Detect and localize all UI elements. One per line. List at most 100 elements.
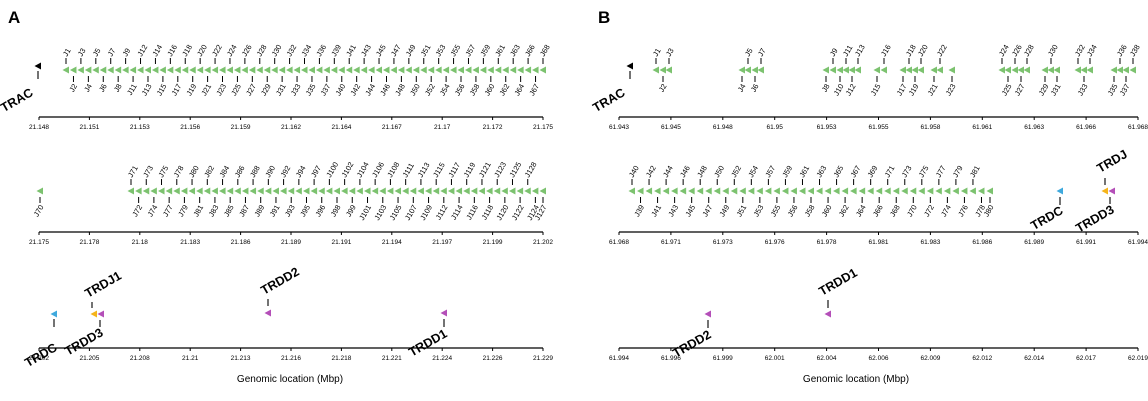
gene-arrow xyxy=(315,66,323,74)
gene-arrow xyxy=(652,66,659,74)
gene-label: J85 xyxy=(222,203,236,218)
gene-arrow xyxy=(382,66,390,74)
gene-label: J26 xyxy=(240,43,254,58)
gene-arrow xyxy=(196,187,203,195)
gene-arrow xyxy=(911,66,918,74)
gene-label: J3 xyxy=(76,47,88,58)
gene-label: J1 xyxy=(651,47,663,58)
segment-arrow xyxy=(704,310,711,318)
gene-arrow xyxy=(539,66,546,74)
gene-label: J75 xyxy=(156,164,170,179)
gene-arrow xyxy=(960,187,968,195)
tick-label: 21.202 xyxy=(29,355,49,362)
gene-label: J8 xyxy=(112,82,124,93)
gene-arrow xyxy=(645,187,653,195)
gene-arrow xyxy=(360,66,368,74)
gene-arrow xyxy=(293,66,301,74)
gene-label: J88 xyxy=(248,164,262,179)
gene-label: J61 xyxy=(797,164,811,179)
gene-arrow xyxy=(310,187,318,195)
tick-label: 21.172 xyxy=(483,124,503,131)
gene-label: J114 xyxy=(449,203,465,221)
gene-label: J9 xyxy=(121,47,133,58)
gene-label: J58 xyxy=(803,203,817,218)
gene-label: J99 xyxy=(344,203,358,218)
gene-label: J18 xyxy=(180,43,194,58)
gene-label: J33 xyxy=(1076,82,1090,97)
gene-arrow xyxy=(158,187,165,195)
gene-arrow xyxy=(875,187,883,195)
gene-label: J27 xyxy=(244,82,258,97)
gene-label: J64 xyxy=(854,203,868,218)
gene-arrow xyxy=(263,66,271,74)
panel-b: B 61.943 61.945 61.948 61.95 61.953 61.955 61.… xyxy=(590,0,1148,396)
gene-arrow xyxy=(412,66,420,74)
gene-label: J46 xyxy=(378,82,392,97)
gene-label: J123 xyxy=(492,160,508,179)
gene-label: J72 xyxy=(922,203,936,218)
gene-arrow xyxy=(280,187,287,195)
gene-arrow xyxy=(713,187,721,195)
tick-label: 61.973 xyxy=(713,239,733,246)
tick-label: 21.167 xyxy=(382,124,402,131)
gene-label: J39 xyxy=(329,43,343,58)
tick-label: 21.156 xyxy=(180,124,200,131)
tick-label: 21.226 xyxy=(483,355,503,362)
gene-arrow xyxy=(151,66,159,74)
gene-arrow xyxy=(662,187,670,195)
gene-label: J35 xyxy=(1106,82,1120,97)
gene-arrow xyxy=(345,66,353,74)
gene-label: J13 xyxy=(853,43,867,58)
gene-arrow xyxy=(409,187,417,195)
gene-label: J43 xyxy=(666,203,680,218)
gene-arrow xyxy=(425,187,432,195)
gene-label: J38 xyxy=(1128,43,1142,58)
gene-label: J53 xyxy=(752,203,766,218)
gene-arrow xyxy=(816,187,823,195)
gene-label: J47 xyxy=(700,203,714,218)
gene-label: J15 xyxy=(869,82,883,97)
panel-letter: B xyxy=(598,8,611,27)
segment-arrow xyxy=(824,310,831,318)
gene-arrow xyxy=(998,66,1005,74)
gene-arrow xyxy=(751,66,758,74)
gene-label: J20 xyxy=(916,43,930,58)
gene-label: J93 xyxy=(283,203,297,218)
gene-label: J57 xyxy=(463,43,477,58)
gene-label: J105 xyxy=(388,203,404,222)
gene-arrow xyxy=(930,66,937,74)
gene-arrow xyxy=(918,187,925,195)
gene-label: J28 xyxy=(255,43,269,58)
gene-label: J37 xyxy=(319,82,333,97)
panel-letter: A xyxy=(8,8,21,27)
gene-label: J101 xyxy=(357,203,373,222)
gene-arrow xyxy=(323,66,330,74)
gene-map-b: 61.943 61.945 61.948 61.95 61.953 61.955 61.95… xyxy=(590,43,1148,385)
gene-label: J52 xyxy=(729,164,743,179)
gene-arrow xyxy=(196,66,204,74)
gene-arrow xyxy=(463,187,470,195)
tick-label: 62.019 xyxy=(1128,355,1148,362)
gene-label: J51 xyxy=(419,43,433,58)
gene-label: J16 xyxy=(879,43,893,58)
gene-label: J24 xyxy=(225,43,239,58)
gene-label: J79 xyxy=(176,203,190,218)
gene-label: J31 xyxy=(1049,82,1063,97)
gene-arrow xyxy=(77,66,84,74)
gene-label: J122 xyxy=(510,203,526,222)
gene-label: J95 xyxy=(298,203,312,218)
gene-label: J24 xyxy=(997,43,1011,58)
gene-arrow xyxy=(189,66,196,74)
gene-arrow xyxy=(637,187,644,195)
gene-label: J23 xyxy=(944,82,958,97)
gene-arrow xyxy=(501,187,508,195)
gene-arrow xyxy=(1086,66,1093,74)
tick-label: 21.202 xyxy=(533,239,553,246)
gene-label: J106 xyxy=(370,160,386,179)
gene-label: J103 xyxy=(372,203,388,222)
gene-label: J60 xyxy=(483,82,497,97)
gene-arrow xyxy=(487,66,494,74)
gene-arrow xyxy=(364,187,371,195)
tick-label: 21.17 xyxy=(434,124,451,131)
gene-arrow xyxy=(1017,66,1024,74)
